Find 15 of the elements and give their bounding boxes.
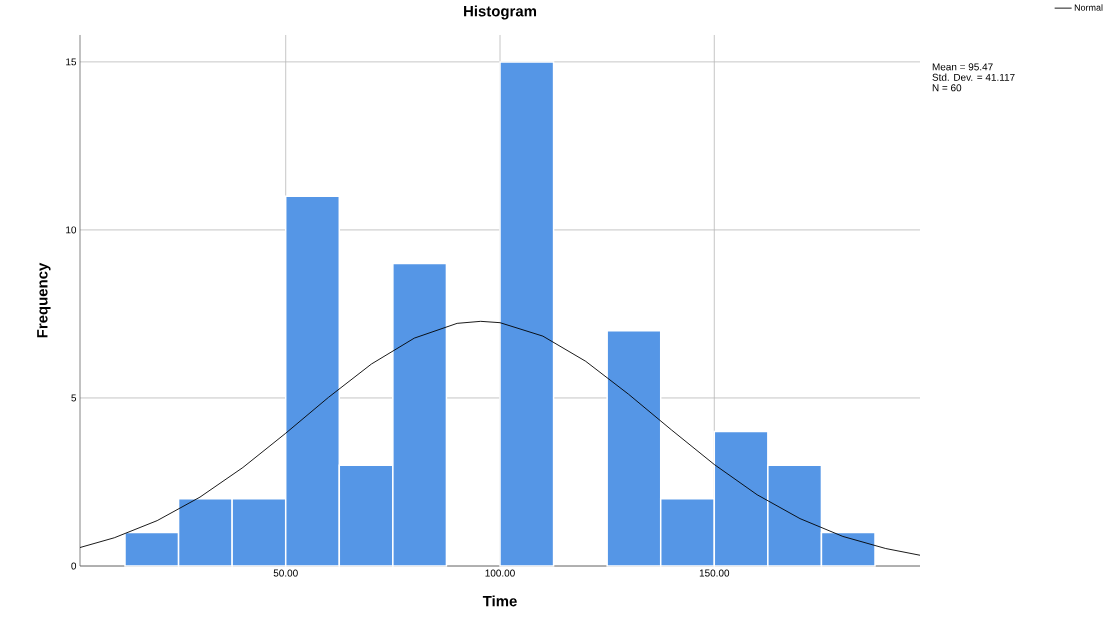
text: Std. Dev. = 41.117	[932, 73, 1015, 81]
text: N = 60	[932, 84, 962, 92]
x-axis-title: Time	[482, 595, 517, 607]
y-tick-label: 0	[71, 562, 77, 570]
y-tick-label: 10	[66, 226, 77, 234]
x-tick-label: 150.00	[699, 569, 730, 577]
y-tick-label: 15	[66, 58, 77, 66]
y-axis-title: Frequency	[37, 262, 51, 338]
y-tick-label: 5	[71, 394, 77, 402]
chart-title: Histogram	[464, 5, 537, 20]
x-tick-label: 100.00	[485, 569, 515, 577]
legend-label: Normal	[1074, 4, 1103, 11]
line-series	[79, 320, 921, 556]
text: Mean = 95.47	[932, 63, 993, 71]
x-tick-label: 50.00	[273, 569, 298, 577]
